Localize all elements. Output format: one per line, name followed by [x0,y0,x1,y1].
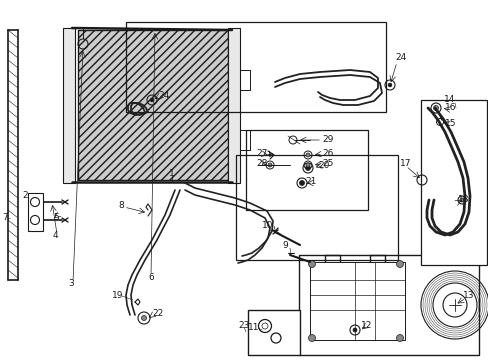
Text: 18: 18 [457,195,468,204]
Text: 16: 16 [444,104,456,112]
Text: 21: 21 [305,177,316,186]
Text: 4: 4 [53,231,59,240]
Text: 3: 3 [68,279,74,288]
Bar [420,100,486,265]
Text: 6: 6 [148,274,153,283]
Bar [28,193,43,231]
Bar [298,255,478,355]
Polygon shape [78,30,227,180]
Circle shape [305,153,309,157]
Bar [126,22,385,112]
Text: 13: 13 [462,292,473,301]
Bar [227,28,240,183]
Text: 20: 20 [317,161,329,170]
Circle shape [459,198,463,202]
Circle shape [141,315,146,320]
Circle shape [433,105,438,111]
Bar [63,28,75,183]
Circle shape [299,180,304,185]
Text: 1: 1 [169,168,174,177]
Text: 7: 7 [2,213,8,222]
Text: 5: 5 [53,213,59,222]
Text: 29: 29 [321,135,333,144]
Text: 11: 11 [247,323,259,332]
Circle shape [305,166,310,171]
Text: 12: 12 [360,321,372,330]
Text: 23: 23 [238,321,249,330]
Bar [309,262,404,340]
Circle shape [268,153,271,157]
Bar [245,130,367,210]
Text: 24: 24 [158,90,169,99]
Text: 15: 15 [444,118,456,127]
Circle shape [308,334,315,342]
Text: 25: 25 [321,158,333,167]
Circle shape [396,334,403,342]
Text: 22: 22 [152,310,163,319]
Text: 14: 14 [443,95,454,104]
Text: 19: 19 [112,291,123,300]
Circle shape [396,261,403,267]
Bar [236,155,397,260]
Circle shape [150,98,154,102]
Circle shape [267,163,271,167]
Text: 28: 28 [256,158,267,167]
Text: 24: 24 [394,54,406,63]
Text: 26: 26 [321,148,333,158]
Circle shape [308,261,315,267]
Text: 27: 27 [256,148,267,158]
Text: 9: 9 [282,242,287,251]
Circle shape [305,163,309,167]
Circle shape [352,328,356,332]
Text: 8: 8 [118,202,123,211]
Circle shape [387,83,391,87]
Bar [247,310,299,355]
Text: 2: 2 [22,192,27,201]
Text: 10: 10 [262,221,273,230]
Text: 17: 17 [399,158,411,167]
